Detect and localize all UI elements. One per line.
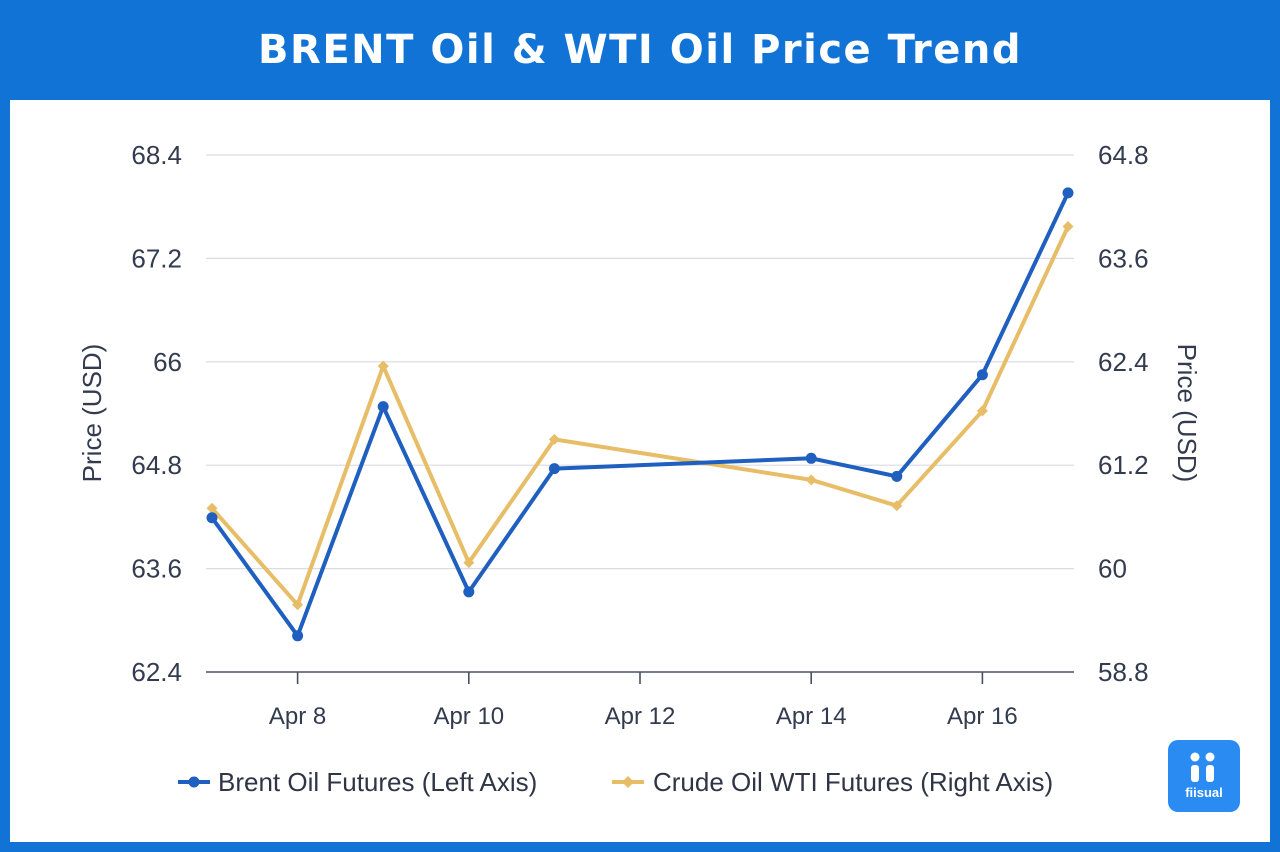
left-tick-label: 67.2 — [131, 243, 182, 273]
logo-mark-icon — [1190, 752, 1215, 782]
right-axis-label: Price (USD) — [1172, 344, 1202, 483]
legend-brent-marker — [188, 776, 200, 788]
wti-series-line — [210, 225, 1070, 607]
x-axis-ticks: Apr 8 Apr 10 Apr 12 Apr 14 Apr 16 — [269, 672, 1018, 730]
right-tick-label: 63.6 — [1098, 243, 1149, 273]
logo-text: fiisual — [1185, 785, 1223, 800]
left-tick-label: 68.4 — [131, 140, 182, 170]
legend: Brent Oil Futures (Left Axis) Crude Oil … — [178, 767, 1053, 797]
left-tick-label: 66 — [153, 347, 182, 377]
legend-wti-label: Crude Oil WTI Futures (Right Axis) — [653, 767, 1053, 797]
right-tick-label: 60 — [1098, 554, 1127, 584]
brent-data-point — [976, 369, 988, 381]
wti-data-point — [548, 433, 560, 445]
chart-title: BRENT Oil & WTI Oil Price Trend — [258, 27, 1022, 73]
brent-data-point — [377, 401, 389, 413]
legend-brent-label: Brent Oil Futures (Left Axis) — [218, 767, 537, 797]
right-tick-label: 64.8 — [1098, 140, 1149, 170]
left-tick-label: 63.6 — [131, 554, 182, 584]
x-tick-label: Apr 14 — [776, 703, 847, 730]
brent-data-point — [206, 512, 218, 524]
brent-data-point — [548, 463, 560, 475]
wti-data-point — [463, 557, 475, 569]
left-axis-ticks: 68.4 67.2 66 64.8 63.6 62.4 — [131, 140, 182, 687]
brent-series-line — [210, 192, 1070, 638]
left-tick-label: 64.8 — [131, 450, 182, 480]
wti-data-point — [976, 405, 988, 417]
brent-data-point — [805, 452, 817, 464]
wti-data-point — [805, 474, 817, 486]
wti-data-point — [292, 599, 304, 611]
grid-lines — [206, 154, 1074, 673]
brand-logo: fiisual — [1168, 740, 1240, 812]
legend-wti-marker — [622, 776, 634, 788]
x-tick-label: Apr 12 — [605, 703, 676, 730]
series-group — [206, 187, 1074, 642]
right-axis-ticks: 64.8 63.6 62.4 61.2 60 58.8 — [1098, 140, 1149, 687]
wti-data-point — [377, 360, 389, 372]
wti-data-point — [206, 502, 218, 514]
brent-data-point — [292, 630, 304, 642]
x-tick-label: Apr 16 — [947, 703, 1018, 730]
right-tick-label: 58.8 — [1098, 657, 1149, 687]
right-tick-label: 62.4 — [1098, 347, 1149, 377]
x-tick-label: Apr 8 — [269, 703, 326, 730]
brent-data-point — [1062, 187, 1074, 199]
x-tick-label: Apr 10 — [433, 703, 504, 730]
right-tick-label: 61.2 — [1098, 450, 1149, 480]
brent-data-point — [891, 470, 903, 482]
wti-data-point — [1062, 221, 1074, 233]
wti-data-point — [891, 500, 903, 512]
left-axis-label: Price (USD) — [77, 344, 107, 483]
chart-panel — [10, 100, 1270, 842]
left-tick-label: 62.4 — [131, 657, 182, 687]
brent-data-point — [463, 586, 475, 598]
